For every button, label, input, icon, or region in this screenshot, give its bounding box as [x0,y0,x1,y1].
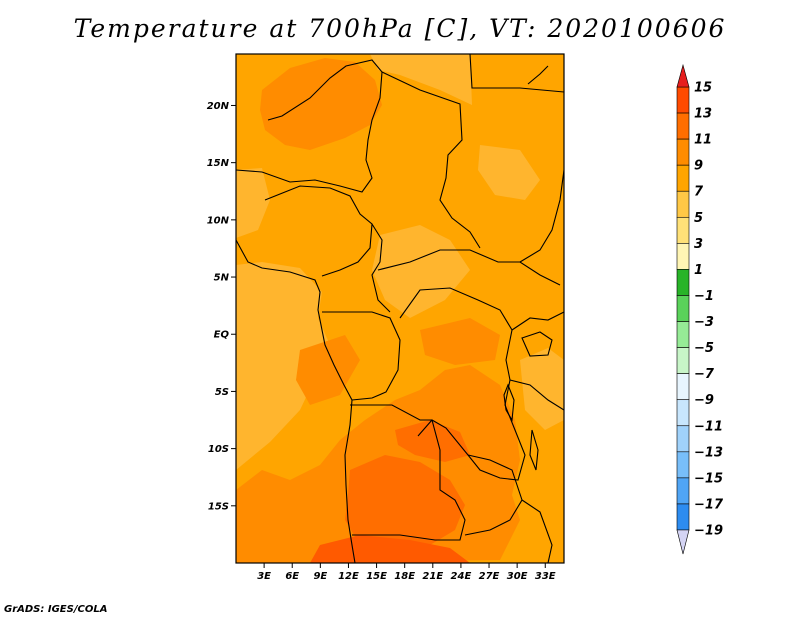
colorbar-label: −9 [694,393,714,408]
map-title: Temperature at 700hPa [C], VT: 202010060… [73,14,727,43]
lon-tick-label: 18E [394,571,415,582]
field-hot-kalahari [296,335,360,405]
lon-tick-label: 15E [366,571,387,582]
lat-tick-label: 15N [207,158,230,169]
colorbar-label: 3 [694,237,703,252]
colorbar-box [676,295,690,322]
latitude-axis: 20N 15N 10N 5N EQ 5S 10S 15S [207,101,236,512]
colorbar-label: 7 [694,185,704,200]
colorbar-box [676,86,690,114]
colorbar: 15 13 11 9 7 5 3 1 −1 −3 −5 −7 −9 −11 −13 −15 −17 −19 [676,63,724,555]
colorbar-label: −15 [694,471,723,486]
lat-tick-label: 10N [207,215,230,226]
border-car [377,249,561,286]
colorbar-label: 5 [694,211,703,226]
border-angola [350,404,466,541]
lat-tick-label: 5N [214,273,230,284]
field-warm-light-east [478,145,540,200]
colorbar-box [676,373,690,401]
border-nigeria [264,185,373,277]
colorbar-box [676,477,690,505]
border-kenya [511,311,564,331]
colorbar-label: −11 [694,419,723,434]
lon-tick-label: 24E [451,571,472,582]
colorbar-box [676,164,690,192]
colorbar-label: 9 [694,159,703,174]
field-warm-light-north [370,54,472,105]
colorbar-box [676,112,690,140]
field-hot-sahara [260,58,382,150]
colorbar-label: 11 [694,133,712,148]
colorbar-box [676,216,690,244]
border-cameroon [371,223,391,313]
colorbar-label: −1 [694,289,714,304]
colorbar-label: −7 [694,367,715,382]
lat-tick-label: 15S [208,501,229,512]
colorbar-low-end [676,529,690,555]
colorbar-box [676,269,690,296]
colorbar-box [676,321,690,348]
lat-tick-label: 20N [207,101,230,112]
field-hot-sudan [420,318,500,365]
lon-tick-label: 6E [285,571,299,582]
lat-tick-label: 10S [208,444,229,455]
colorbar-label: −5 [694,341,714,356]
map-frame [235,53,565,564]
lon-tick-label: 3E [257,571,271,582]
colorbar-label: 15 [694,81,712,96]
lake-malawi [529,429,539,471]
colorbar-box [676,190,690,218]
colorbar-label: −19 [694,524,723,539]
longitude-axis: 3E 6E 9E 12E 15E 18E 21E 24E 27E 30E 33E [257,563,556,582]
coastline-west [236,239,356,563]
field-hottest-zambia [395,420,470,462]
colorbar-box [676,451,690,479]
lat-tick-label: 5S [215,387,229,398]
lake-tanganyika [503,383,515,422]
colorbar-label: −3 [694,315,714,330]
border-sahel [236,59,383,193]
field-warm-light-central [372,225,470,318]
border-tanzania [509,379,564,411]
field-warm-light-west [236,262,330,470]
field-warm-light-coast [236,168,270,238]
border-east [519,169,564,263]
field-hottest-angola [345,455,465,550]
lon-tick-label: 9E [313,571,327,582]
colorbar-box [676,399,690,427]
colorbar-box [676,503,690,531]
colorbar-label: 13 [694,107,712,122]
lake-victoria [521,331,553,357]
lat-tick-label: EQ [214,330,230,341]
border-sudan [469,54,564,93]
lon-tick-label: 12E [338,571,359,582]
colorbar-box [676,347,690,374]
border-chad [381,71,481,249]
colorbar-label: −17 [694,497,724,512]
border-congo [322,311,401,401]
border-mozambique [521,499,553,563]
lon-tick-label: 27E [479,571,500,582]
field-warm-light-lake [520,348,564,430]
colorbar-high-end [676,63,690,88]
colorbar-box [676,243,690,270]
lon-tick-label: 30E [507,571,528,582]
grads-credit: GrADS: IGES/COLA [4,604,108,615]
colorbar-label: −13 [694,445,723,460]
colorbar-label: 1 [694,263,703,278]
lon-tick-label: 33E [535,571,556,582]
red-sea-coast [527,65,549,85]
lon-tick-label: 21E [422,571,443,582]
field-hottest-south [310,535,470,563]
colorbar-box [676,425,690,453]
country-borders [236,54,564,563]
colorbar-box [676,138,690,166]
